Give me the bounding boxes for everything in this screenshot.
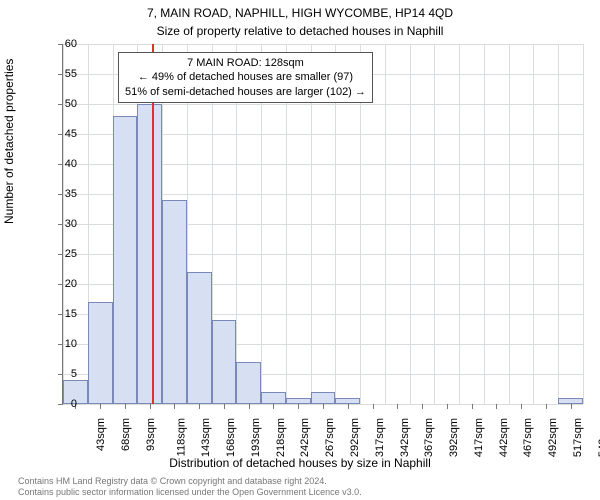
x-tick-mark <box>348 404 349 409</box>
annotation-line: 51% of semi-detached houses are larger (… <box>125 85 366 99</box>
x-tick-label: 118sqm <box>175 418 187 456</box>
grid-line-vertical <box>533 44 534 404</box>
y-tick-label: 15 <box>37 308 77 320</box>
plot-area: 7 MAIN ROAD: 128sqm ← 49% of detached ho… <box>62 44 583 405</box>
x-tick-mark <box>273 404 274 409</box>
footer-line: Contains HM Land Registry data © Crown c… <box>18 476 362 487</box>
x-tick-mark <box>521 404 522 409</box>
histogram-bar <box>88 302 113 404</box>
x-tick-label: 292sqm <box>349 418 361 457</box>
footer-attribution: Contains HM Land Registry data © Crown c… <box>18 476 362 498</box>
x-tick-mark <box>571 404 572 409</box>
x-tick-label: 467sqm <box>522 418 534 457</box>
y-tick-label: 5 <box>37 368 77 380</box>
x-tick-label: 43sqm <box>95 418 107 451</box>
x-tick-label: 392sqm <box>448 418 460 457</box>
x-tick-mark <box>100 404 101 409</box>
y-tick-label: 50 <box>37 98 77 110</box>
y-tick-label: 45 <box>37 128 77 140</box>
y-tick-label: 55 <box>37 68 77 80</box>
grid-line-vertical <box>410 44 411 404</box>
x-tick-label: 68sqm <box>120 418 132 451</box>
histogram-bar <box>187 272 212 404</box>
histogram-bar <box>236 362 261 404</box>
x-tick-mark <box>422 404 423 409</box>
x-tick-mark <box>373 404 374 409</box>
y-tick-label: 35 <box>37 188 77 200</box>
histogram-bar <box>137 104 162 404</box>
grid-line-vertical <box>558 44 559 404</box>
x-tick-mark <box>150 404 151 409</box>
histogram-bar <box>311 392 336 404</box>
annotation-line: 7 MAIN ROAD: 128sqm <box>125 56 366 70</box>
grid-line-horizontal <box>63 44 583 45</box>
histogram-bar <box>113 116 138 404</box>
x-tick-mark <box>174 404 175 409</box>
y-tick-label: 10 <box>37 338 77 350</box>
grid-line-vertical <box>583 44 584 404</box>
x-tick-mark <box>447 404 448 409</box>
y-tick-label: 20 <box>37 278 77 290</box>
y-tick-label: 25 <box>37 248 77 260</box>
x-tick-label: 143sqm <box>201 418 213 457</box>
x-tick-label: 242sqm <box>300 418 312 457</box>
x-tick-mark <box>249 404 250 409</box>
footer-line: Contains public sector information licen… <box>18 487 362 498</box>
x-tick-label: 442sqm <box>498 418 510 457</box>
y-axis-label: Number of detached properties <box>2 59 16 224</box>
x-tick-mark <box>323 404 324 409</box>
grid-line-vertical <box>484 44 485 404</box>
y-tick-label: 0 <box>37 398 77 410</box>
x-tick-label: 492sqm <box>547 418 559 457</box>
histogram-bar <box>261 392 286 404</box>
chart-title-line2: Size of property relative to detached ho… <box>0 24 600 38</box>
x-tick-label: 193sqm <box>250 418 262 457</box>
grid-line-vertical <box>434 44 435 404</box>
x-tick-mark <box>472 404 473 409</box>
y-tick-label: 60 <box>37 38 77 50</box>
x-tick-mark <box>546 404 547 409</box>
histogram-bar <box>162 200 187 404</box>
histogram-bar <box>212 320 237 404</box>
x-tick-label: 342sqm <box>399 418 411 457</box>
x-tick-label: 317sqm <box>374 418 386 457</box>
grid-line-vertical <box>509 44 510 404</box>
x-tick-label: 417sqm <box>473 418 485 457</box>
x-tick-label: 517sqm <box>572 418 584 457</box>
y-tick-label: 40 <box>37 158 77 170</box>
annotation-line: ← 49% of detached houses are smaller (97… <box>125 70 366 84</box>
grid-line-vertical <box>459 44 460 404</box>
x-tick-mark <box>298 404 299 409</box>
grid-line-vertical <box>385 44 386 404</box>
x-axis-label: Distribution of detached houses by size … <box>0 456 600 470</box>
x-tick-mark <box>496 404 497 409</box>
x-tick-label: 168sqm <box>225 418 237 457</box>
y-tick-label: 30 <box>37 218 77 230</box>
chart-title-line1: 7, MAIN ROAD, NAPHILL, HIGH WYCOMBE, HP1… <box>0 6 600 20</box>
x-tick-label: 367sqm <box>423 418 435 457</box>
annotation-box: 7 MAIN ROAD: 128sqm ← 49% of detached ho… <box>118 52 373 103</box>
x-tick-label: 218sqm <box>275 418 287 457</box>
x-tick-mark <box>224 404 225 409</box>
x-tick-mark <box>125 404 126 409</box>
x-tick-mark <box>199 404 200 409</box>
x-tick-label: 93sqm <box>145 418 157 451</box>
x-tick-mark <box>397 404 398 409</box>
x-tick-label: 267sqm <box>324 418 336 457</box>
